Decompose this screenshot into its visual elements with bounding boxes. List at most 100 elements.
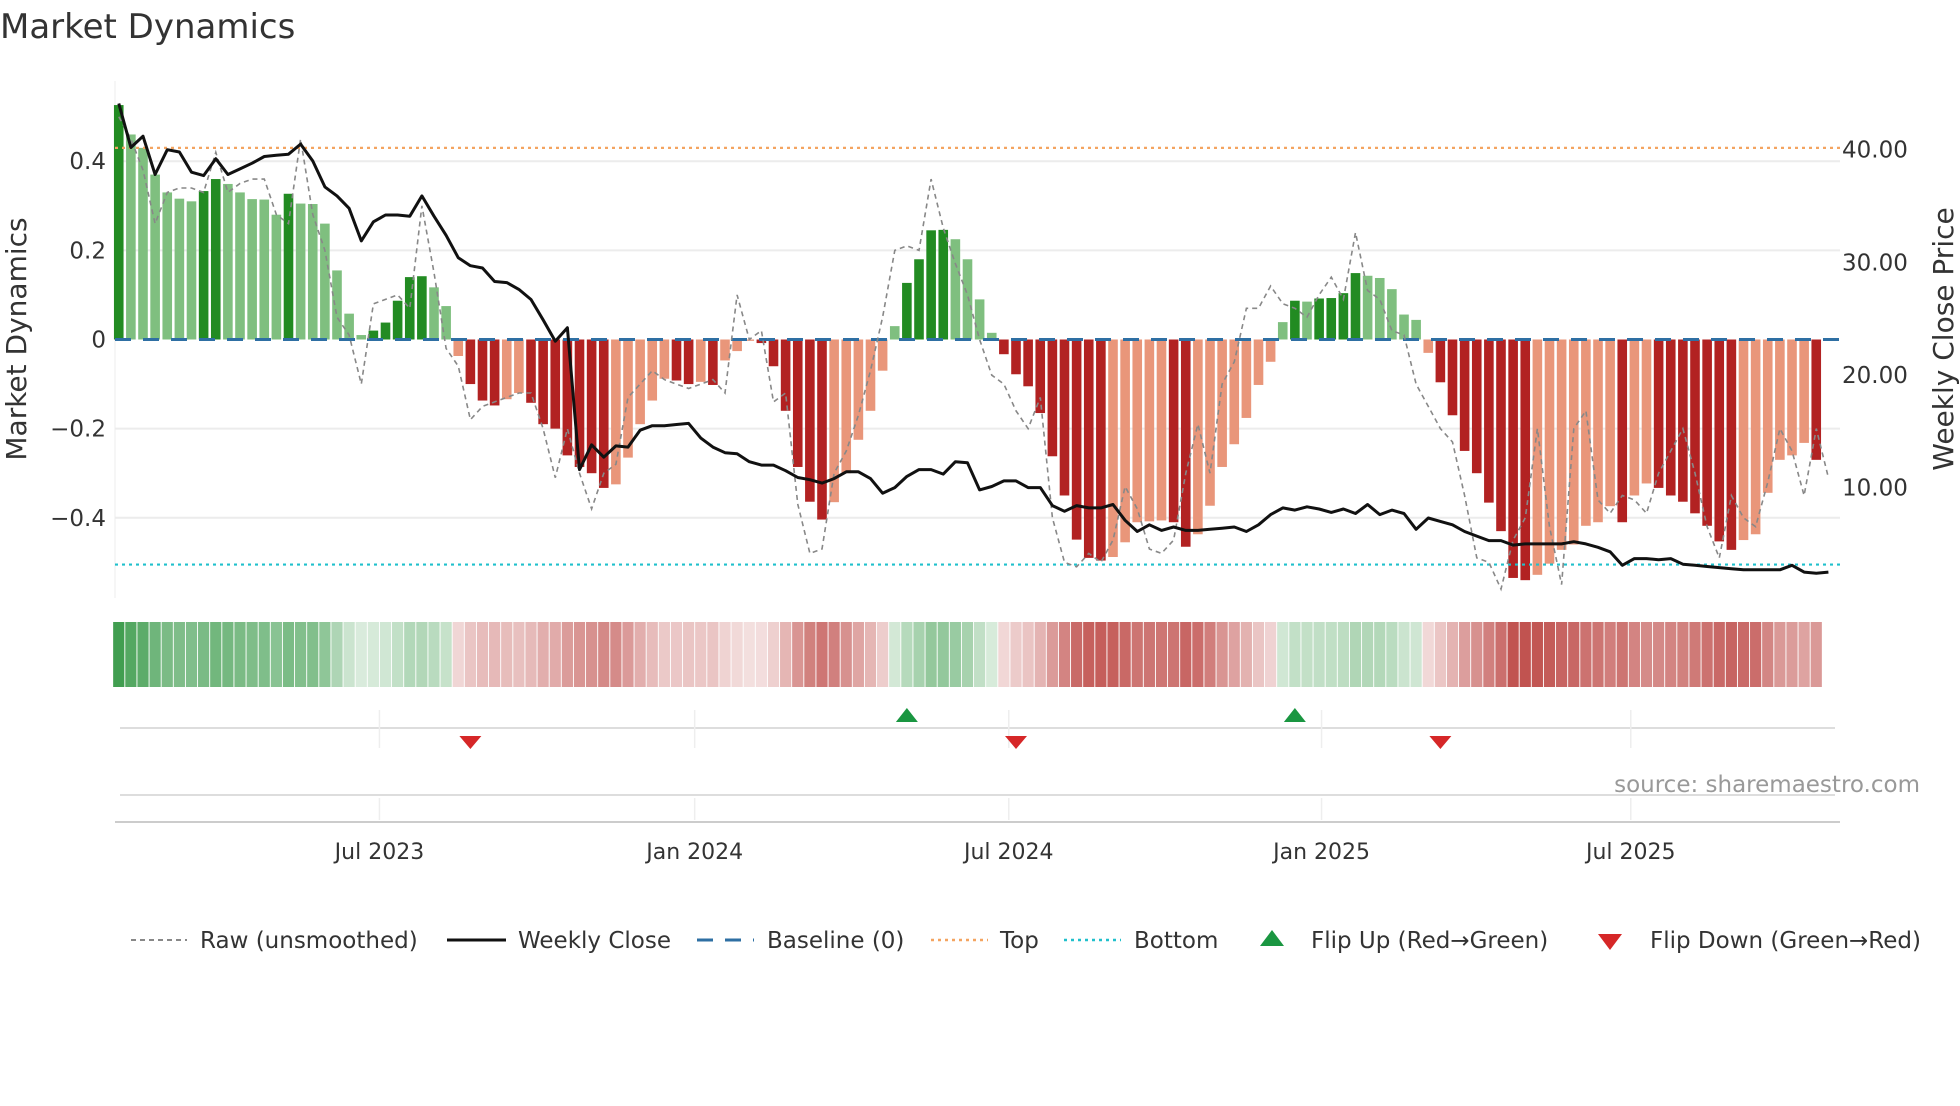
- heatmap-cell: [198, 622, 210, 687]
- heatmap-cell: [1374, 622, 1386, 687]
- heatmap-cell: [864, 622, 877, 687]
- heatmap-cell: [452, 622, 464, 687]
- heatmap-cell: [258, 622, 270, 687]
- legend-bottom-label: Bottom: [1134, 928, 1218, 954]
- heatmap-cell: [1543, 622, 1556, 687]
- dynamics-bar: [865, 339, 876, 411]
- heatmap-cell: [1446, 622, 1459, 687]
- flip-down-marker: [1005, 736, 1027, 749]
- dynamics-bar: [392, 300, 403, 340]
- heatmap-cell: [1737, 622, 1750, 687]
- dynamics-bar: [974, 299, 985, 340]
- dynamics-bar: [720, 339, 730, 361]
- dynamics-bar: [1023, 339, 1033, 387]
- source-label: source: sharemaestro.com: [1614, 772, 1920, 798]
- heatmap-cell: [622, 622, 634, 687]
- legend-flip-down-label: Flip Down (Green→Red): [1650, 928, 1921, 954]
- heatmap-cell: [1519, 622, 1531, 687]
- heatmap-cell: [573, 622, 586, 687]
- heatmap-cell: [1798, 622, 1810, 687]
- dynamics-bar: [1144, 339, 1155, 522]
- dynamics-bar: [1411, 319, 1421, 340]
- dynamics-bar: [307, 204, 318, 340]
- heatmap-cell: [695, 622, 707, 687]
- dynamics-bar: [150, 174, 160, 340]
- heatmap-cell: [1604, 622, 1616, 687]
- dynamics-bars: [113, 105, 1822, 581]
- dynamics-bar: [538, 339, 548, 425]
- heatmap-cell: [1204, 622, 1216, 687]
- dynamics-bar: [1496, 339, 1506, 532]
- dynamics-bar: [1120, 339, 1130, 543]
- dynamics-bar: [1290, 300, 1300, 340]
- dynamics-bar: [805, 339, 815, 502]
- left-axis-title: Market Dynamics: [0, 217, 33, 460]
- heatmap-cell: [1422, 622, 1434, 687]
- dynamics-bar: [1096, 339, 1106, 561]
- heatmap-cell: [1628, 622, 1640, 687]
- heatmap-cell: [137, 622, 149, 687]
- heatmap-cell: [125, 622, 137, 687]
- heatmap-cell: [998, 622, 1010, 687]
- heatmap-cell: [1786, 622, 1798, 687]
- dynamics-bar: [1738, 339, 1749, 541]
- heatmap-cell: [222, 622, 234, 687]
- legend-raw-label: Raw (unsmoothed): [200, 928, 418, 954]
- heatmap-cell: [561, 622, 573, 687]
- dynamics-bar: [380, 322, 391, 340]
- dynamics-bar: [1665, 339, 1676, 496]
- dynamics-bar: [1508, 339, 1518, 578]
- dynamics-bar: [489, 339, 500, 406]
- legend-flip-up-icon: [1260, 930, 1284, 946]
- x-tick-label: Jan 2025: [1271, 840, 1370, 865]
- heatmap-cell: [1228, 622, 1240, 687]
- dynamics-bar: [1568, 339, 1579, 545]
- dynamics-bar: [126, 134, 136, 340]
- y2-tick-label: 30.00: [1842, 250, 1908, 276]
- heatmap-cell: [1434, 622, 1446, 687]
- dynamics-bar: [1374, 277, 1385, 340]
- heatmap-cell: [586, 622, 598, 687]
- heatmap-cell: [331, 622, 343, 687]
- flip-markers-row: [115, 708, 1840, 823]
- dynamics-bar: [914, 259, 924, 340]
- heatmap-cell: [1325, 622, 1337, 687]
- dynamics-bar: [1750, 339, 1761, 535]
- legend-flip-down-icon: [1598, 934, 1622, 950]
- dynamics-bar: [1435, 339, 1446, 383]
- heatmap-cell: [598, 622, 610, 687]
- dynamics-bar: [1071, 339, 1082, 540]
- heatmap-cell: [210, 622, 222, 687]
- dynamics-bar: [501, 339, 512, 400]
- flip-up-marker: [1283, 708, 1306, 722]
- legend-baseline-label: Baseline (0): [767, 928, 904, 954]
- dynamics-bar: [113, 105, 124, 340]
- heatmap-cell: [440, 622, 452, 687]
- heatmap-cell: [392, 622, 404, 687]
- heatmap-cell: [1640, 622, 1653, 687]
- legend: Raw (unsmoothed) Weekly Close Baseline (…: [131, 928, 1921, 954]
- heatmap-cell: [828, 622, 840, 687]
- x-tick-label: Jan 2024: [644, 840, 743, 865]
- heatmap-cell: [1010, 622, 1022, 687]
- heatmap-cell: [149, 622, 161, 687]
- legend-top-label: Top: [999, 928, 1039, 954]
- heatmap-cell: [780, 622, 792, 687]
- heatmap-cell: [816, 622, 828, 687]
- heatmap-cell: [852, 622, 864, 687]
- dynamics-bar: [999, 339, 1009, 355]
- heatmap-cell: [307, 622, 319, 687]
- heatmap-cell: [877, 622, 889, 687]
- heatmap-cell: [1665, 622, 1677, 687]
- heatmap-cell: [1349, 622, 1362, 687]
- dynamics-bar: [574, 339, 585, 467]
- dynamics-bar: [1193, 339, 1203, 535]
- dynamics-bar: [853, 339, 864, 440]
- dynamics-bar: [295, 203, 306, 340]
- heatmap-cell: [416, 622, 428, 687]
- dynamics-bar: [210, 179, 221, 340]
- dynamics-bar: [841, 339, 852, 474]
- heatmap-cell: [719, 622, 731, 687]
- dynamics-bar: [356, 335, 367, 340]
- x-tick-label: Jul 2025: [1584, 840, 1676, 865]
